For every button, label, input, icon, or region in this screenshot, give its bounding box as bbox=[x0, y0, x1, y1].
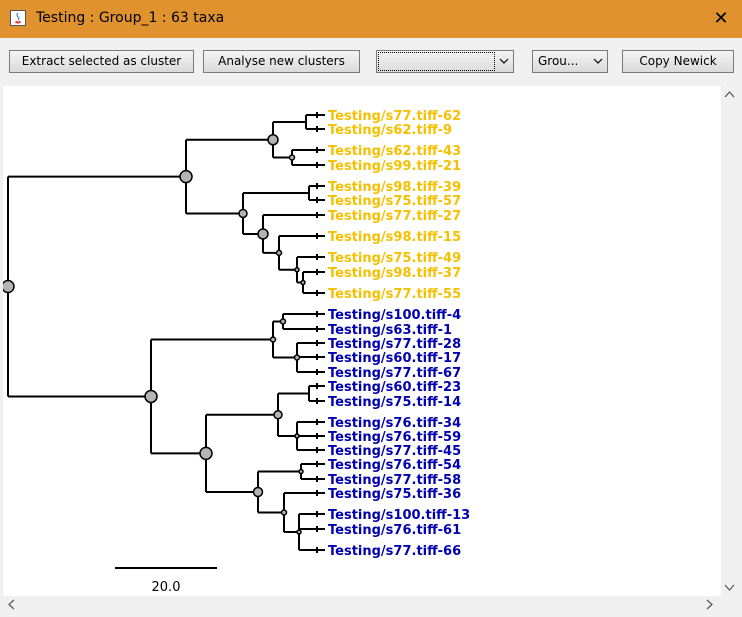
java-app-icon bbox=[10, 10, 26, 26]
leaf-label[interactable]: Testing/s60.tiff-17 bbox=[328, 351, 461, 366]
close-icon[interactable]: ✕ bbox=[713, 8, 729, 29]
tree-node-marker[interactable] bbox=[1, 279, 15, 294]
horizontal-scrollbar[interactable] bbox=[3, 596, 721, 613]
tree-node-marker[interactable] bbox=[269, 336, 277, 343]
leaf-label[interactable]: Testing/s75.tiff-14 bbox=[328, 395, 461, 410]
focus-ring bbox=[378, 52, 495, 71]
leaf-label[interactable]: Testing/s63.tiff-1 bbox=[328, 323, 452, 338]
chevron-down-icon bbox=[593, 51, 603, 80]
leaf-label[interactable]: Testing/s62.tiff-43 bbox=[328, 144, 461, 159]
tree-node-marker[interactable] bbox=[293, 354, 301, 361]
leaf-label[interactable]: Testing/s98.tiff-37 bbox=[328, 266, 461, 281]
leaf-label[interactable]: Testing/s75.tiff-49 bbox=[328, 251, 461, 266]
leaf-label[interactable]: Testing/s77.tiff-28 bbox=[328, 337, 461, 352]
leaf-label[interactable]: Testing/s77.tiff-67 bbox=[328, 366, 461, 381]
leaf-label[interactable]: Testing/s100.tiff-13 bbox=[328, 508, 470, 523]
title-bar: Testing : Group_1 : 63 taxa ✕ bbox=[0, 0, 742, 38]
leaf-label[interactable]: Testing/s76.tiff-54 bbox=[328, 458, 461, 473]
leaf-label[interactable]: Testing/s98.tiff-15 bbox=[328, 230, 461, 245]
tree-node-marker[interactable] bbox=[288, 154, 296, 161]
leaf-label[interactable]: Testing/s76.tiff-61 bbox=[328, 523, 461, 538]
tree-node-marker[interactable] bbox=[275, 249, 283, 257]
leaf-label[interactable]: Testing/s76.tiff-59 bbox=[328, 430, 461, 445]
tree-node-marker[interactable] bbox=[300, 279, 306, 286]
tree-node-marker[interactable] bbox=[238, 208, 248, 219]
leaf-label[interactable]: Testing/s75.tiff-36 bbox=[328, 487, 461, 502]
tree-node-marker[interactable] bbox=[252, 486, 264, 498]
tree-node-marker[interactable] bbox=[294, 267, 300, 273]
leaf-label[interactable]: Testing/s77.tiff-55 bbox=[328, 287, 461, 302]
tree-node-marker[interactable] bbox=[280, 509, 288, 516]
leaf-label[interactable]: Testing/s76.tiff-34 bbox=[328, 416, 461, 431]
leaf-label[interactable]: Testing/s77.tiff-45 bbox=[328, 444, 461, 459]
tree-node-marker[interactable] bbox=[279, 318, 287, 325]
leaf-label[interactable]: Testing/s77.tiff-58 bbox=[328, 473, 461, 488]
chevron-down-icon bbox=[499, 51, 509, 80]
tree-node-marker[interactable] bbox=[296, 529, 302, 535]
window-title: Testing : Group_1 : 63 taxa bbox=[36, 10, 225, 26]
analyse-clusters-button[interactable]: Analyse new clusters bbox=[203, 50, 360, 73]
extract-cluster-button[interactable]: Extract selected as cluster bbox=[9, 50, 194, 73]
leaf-label[interactable]: Testing/s77.tiff-62 bbox=[328, 109, 461, 124]
leaf-label[interactable]: Testing/s77.tiff-66 bbox=[328, 544, 461, 559]
tree-node-marker[interactable] bbox=[199, 446, 213, 461]
group-select[interactable]: Grou... bbox=[532, 50, 608, 73]
leaf-label[interactable]: Testing/s75.tiff-57 bbox=[328, 194, 461, 209]
tree-node-marker[interactable] bbox=[267, 134, 279, 146]
tree-node-marker[interactable] bbox=[294, 433, 300, 439]
vertical-scrollbar[interactable] bbox=[721, 86, 738, 596]
cluster-select[interactable] bbox=[376, 50, 514, 73]
copy-newick-button[interactable]: Copy Newick bbox=[622, 50, 734, 73]
tree-panel[interactable]: Testing/s77.tiff-62 Testing/s62.tiff-9 Tes… bbox=[1, 86, 721, 596]
tree-node-marker[interactable] bbox=[273, 410, 283, 420]
scale-label: 20.0 bbox=[152, 580, 181, 595]
tree-node-marker[interactable] bbox=[298, 468, 304, 475]
tree-node-marker[interactable] bbox=[144, 389, 158, 404]
leaf-label[interactable]: Testing/s62.tiff-9 bbox=[328, 123, 452, 138]
tree-node-marker[interactable] bbox=[179, 169, 193, 184]
leaf-label[interactable]: Testing/s98.tiff-39 bbox=[328, 180, 461, 195]
leaf-label[interactable]: Testing/s60.tiff-23 bbox=[328, 380, 461, 395]
group-select-value: Grou... bbox=[538, 54, 579, 68]
tree-node-marker[interactable] bbox=[257, 228, 269, 240]
leaf-label[interactable]: Testing/s100.tiff-4 bbox=[328, 308, 461, 323]
leaf-label[interactable]: Testing/s77.tiff-27 bbox=[328, 209, 461, 224]
leaf-label[interactable]: Testing/s99.tiff-21 bbox=[328, 159, 461, 174]
